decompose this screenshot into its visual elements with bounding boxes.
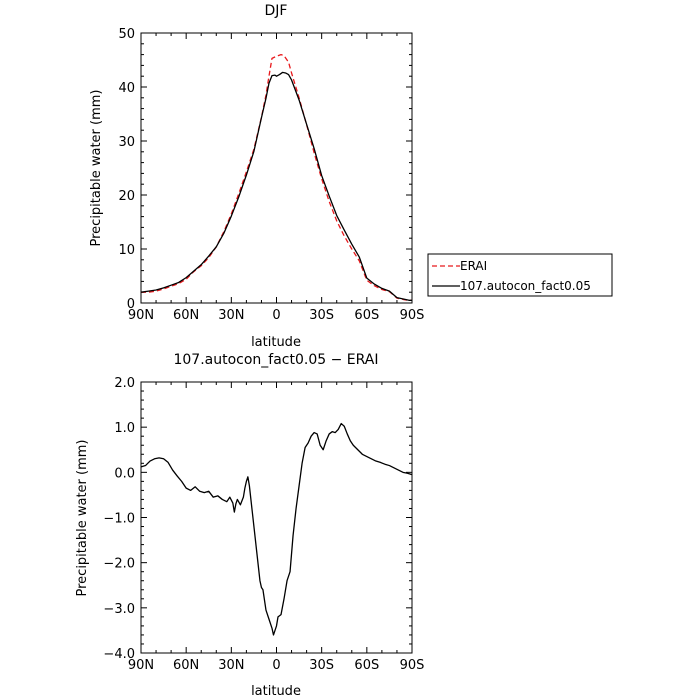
y-tick-label: 30 xyxy=(118,135,135,150)
plot-frame xyxy=(140,381,413,654)
legend-label-erai: ERAI xyxy=(460,259,487,273)
y-tick-label: 10 xyxy=(118,243,135,258)
y-tick-label: −4.0 xyxy=(103,647,135,662)
bottom-panel: 107.autocon_fact0.05 − ERAI 90N 60N 30N 0 30… xyxy=(75,352,424,699)
y-tick-label: 2.0 xyxy=(114,376,135,391)
x-tick-label: 30S xyxy=(309,308,334,323)
bottom-plot-area: 90N 60N 30N 0 30S 60S 90S −4.0 −3.0 −2.0 −1.0 0.0 1.… xyxy=(103,376,424,673)
y-tick-label: −1.0 xyxy=(103,512,135,527)
top-y-axis-label: Precipitable water (mm) xyxy=(89,90,104,247)
y-tick-label: 20 xyxy=(118,189,135,204)
x-tick-label: 60S xyxy=(354,308,379,323)
x-tick-label: 0 xyxy=(272,658,280,673)
y-tick-label: −2.0 xyxy=(103,557,135,572)
x-tick-label: 60S xyxy=(354,658,379,673)
legend-label-model: 107.autocon_fact0.05 xyxy=(460,279,591,293)
legend-box xyxy=(427,253,613,297)
top-plot-area: 90N 60N 30N 0 30S 60S 90S 0 10 20 30 40 50 xyxy=(118,27,424,323)
x-tick-label: 60N xyxy=(173,308,199,323)
x-tick-label: 90N xyxy=(128,658,154,673)
x-tick-label: 60N xyxy=(173,658,199,673)
x-tick-label: 30S xyxy=(309,658,334,673)
bottom-x-axis-label: latitude xyxy=(251,684,301,699)
x-tick-label: 90S xyxy=(400,658,425,673)
y-tick-label: 40 xyxy=(118,81,135,96)
series-line-erai xyxy=(141,53,412,301)
top-x-axis-label: latitude xyxy=(251,335,301,350)
bottom-y-axis-label: Precipitable water (mm) xyxy=(75,440,90,597)
legend: ERAI 107.autocon_fact0.05 xyxy=(427,253,613,297)
plot-frame xyxy=(140,32,413,304)
bottom-panel-title: 107.autocon_fact0.05 − ERAI xyxy=(173,352,378,368)
x-tick-label: 0 xyxy=(272,308,280,323)
x-tick-label: 30N xyxy=(218,308,244,323)
y-tick-label: −3.0 xyxy=(103,602,135,617)
y-tick-label: 50 xyxy=(118,27,135,42)
x-tick-label: 90N xyxy=(128,308,154,323)
series-line-diff-0 xyxy=(140,422,413,636)
y-tick-label: 0.0 xyxy=(114,466,135,481)
y-tick-label: 0 xyxy=(127,297,135,312)
top-panel: DJF 90N 60N 30N 0 30S 60S 90S 0 10 20 30 40 50 latit… xyxy=(89,3,424,350)
x-tick-label: 30N xyxy=(218,658,244,673)
y-tick-label: 1.0 xyxy=(114,421,135,436)
top-panel-title: DJF xyxy=(265,3,288,19)
series-line-107-autocon-fact0-05 xyxy=(140,71,412,301)
x-tick-label: 90S xyxy=(400,308,425,323)
